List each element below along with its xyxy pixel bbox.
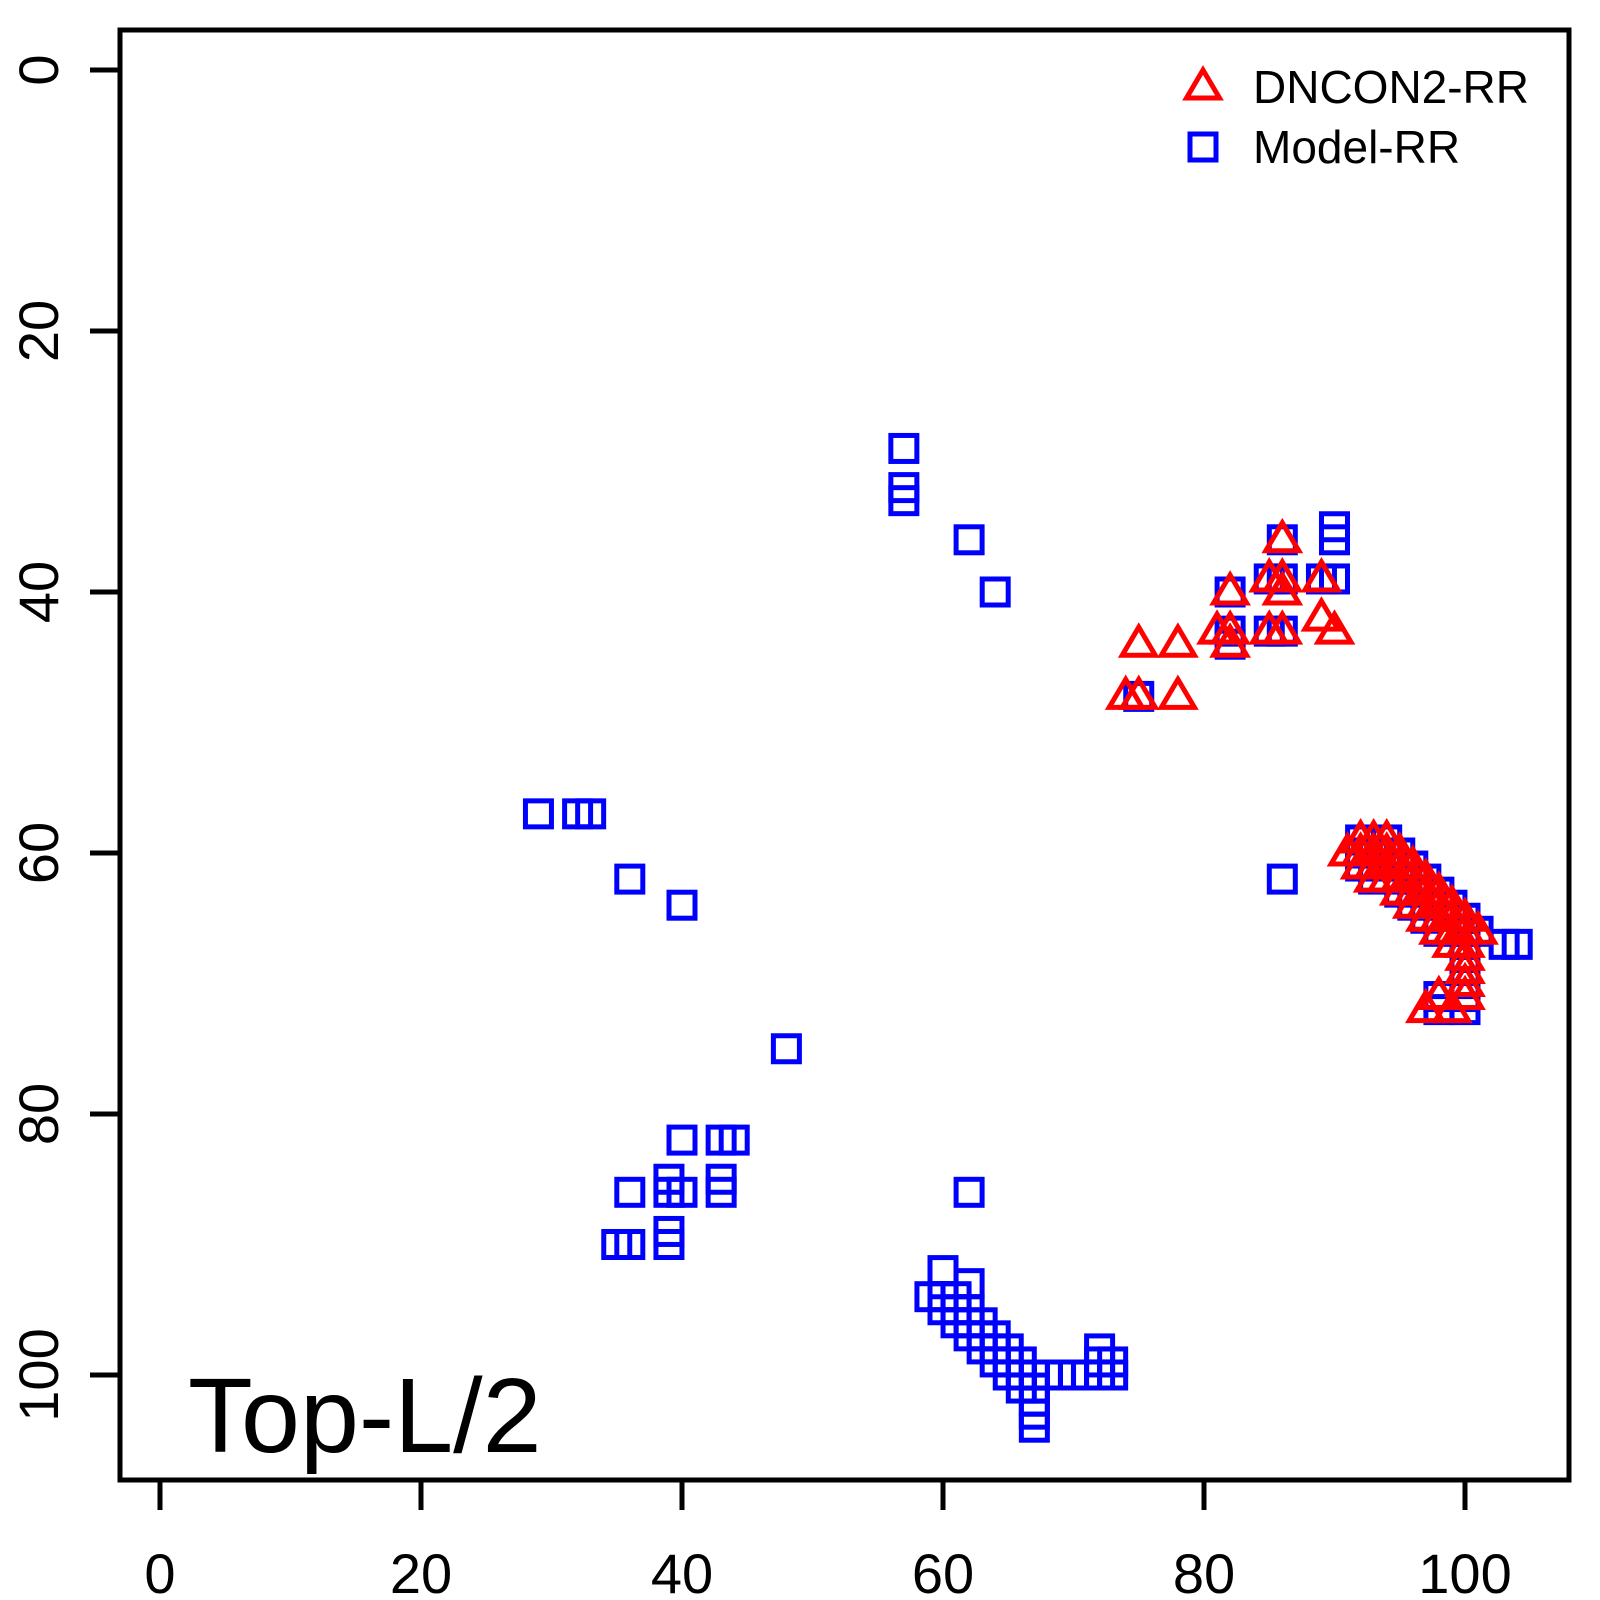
model-rr-square-marker: [927, 1255, 959, 1287]
model-rr-square-marker: [953, 524, 985, 556]
dncon2-rr-triangle-marker: [1457, 909, 1499, 945]
model-rr-square-marker: [666, 1176, 698, 1208]
plot-border: [117, 27, 1572, 1483]
dncon2-rr-triangle-marker: [1300, 557, 1343, 593]
x-tick-label: 40: [651, 1542, 713, 1600]
dncon2-rr-triangle-marker: [1261, 570, 1304, 606]
dncon2-rr-triangle-marker: [1261, 557, 1304, 593]
model-rr-square-marker: [1018, 1411, 1050, 1443]
y-tick-label: 20: [7, 300, 70, 362]
model-rr-square-marker: [1319, 524, 1350, 556]
y-tick-label: 0: [7, 54, 70, 85]
model-rr-square-marker: [666, 1124, 698, 1156]
dncon2-rr-triangle-marker: [1404, 987, 1447, 1024]
model-rr-square-marker: [1501, 928, 1533, 960]
dncon2-rr-triangle-marker: [1431, 987, 1473, 1024]
legend-dncon2-label: DNCON2-RR: [1253, 61, 1529, 113]
x-tick-label: 20: [390, 1542, 452, 1600]
dncon2-rr-triangle-marker: [1313, 609, 1356, 645]
y-tick-label: 100: [7, 1328, 70, 1421]
model-rr-square-marker: [979, 576, 1011, 608]
model-rr-square-marker: [666, 889, 698, 921]
model-rr-square-marker: [705, 1176, 737, 1208]
x-tick-label: 100: [1418, 1542, 1511, 1600]
dncon2-rr-triangle-marker: [1157, 674, 1199, 710]
model-rr-square-marker: [1097, 1359, 1129, 1391]
y-tick-label: 80: [7, 1083, 70, 1145]
y-tick-label: 40: [7, 561, 70, 623]
model-rr-square-marker: [888, 432, 920, 464]
data-markers: [522, 432, 1533, 1443]
dncon2-rr-triangle-marker: [1209, 609, 1251, 645]
x-tick-label: 80: [1173, 1542, 1235, 1600]
dncon2-rr-triangle-marker: [1157, 622, 1199, 658]
model-rr-square-marker: [522, 798, 554, 830]
model-rr-square-marker: [770, 1033, 802, 1065]
model-rr-square-marker: [653, 1229, 685, 1260]
dncon2-rr-triangle-marker: [1418, 974, 1460, 1011]
model-rr-square-marker: [614, 863, 646, 895]
dncon2-rr-triangle-marker: [1209, 570, 1251, 606]
model-rr-square-marker: [953, 1176, 985, 1208]
legend-model-label: Model-RR: [1253, 121, 1460, 173]
model-rr-square-marker: [614, 1229, 646, 1260]
model-rr-square-marker: [1266, 863, 1298, 895]
legend: DNCON2-RR Model-RR: [1182, 61, 1529, 173]
dncon2-rr-triangle-marker: [1117, 674, 1160, 710]
dncon2-rr-triangle-marker: [1209, 622, 1251, 658]
dncon2-rr-triangle-marker: [1300, 596, 1343, 632]
dncon2-rr-triangle-marker: [1261, 609, 1304, 645]
y-tick-label: 60: [7, 822, 70, 884]
x-tick-label: 60: [912, 1542, 974, 1600]
dncon2-rr-triangle-marker: [1117, 622, 1160, 658]
y-axis: 0 20 40 60 80 100: [7, 54, 120, 1422]
plot-title: Top-L/2: [188, 1357, 542, 1475]
model-rr-square-marker: [888, 485, 920, 517]
model-rr-square-marker: [614, 1176, 646, 1208]
model-rr-square-marker: [575, 798, 607, 830]
x-axis: 0 20 40 60 80 100: [144, 1480, 1512, 1600]
legend-model-square-icon: [1187, 131, 1219, 163]
legend-dncon2-triangle-icon: [1182, 65, 1224, 101]
x-tick-label: 0: [144, 1542, 175, 1600]
model-rr-square-marker: [718, 1124, 750, 1156]
dncon2-rr-triangle-marker: [1444, 961, 1486, 997]
dncon2-rr-triangle-marker: [1444, 974, 1486, 1011]
dncon2-rr-triangle-marker: [1261, 517, 1304, 554]
